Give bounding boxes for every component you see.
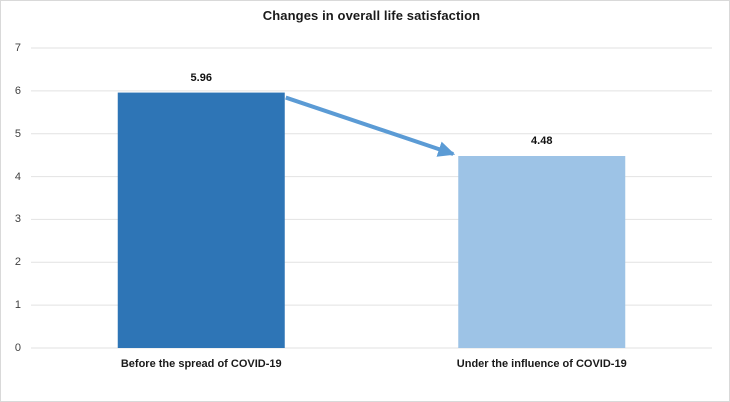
bar-value-label: 5.96 [190,71,212,84]
decline-arrow-line [285,95,456,157]
x-axis-category-label: Before the spread of COVID-19 [120,358,282,370]
x-axis-category-label: Under the influence of COVID-19 [456,358,627,370]
y-tick-label: 3 [14,213,21,226]
bars [117,92,626,348]
y-tick-label: 6 [14,84,21,97]
y-tick-label: 4 [14,170,21,183]
bar-0 [117,92,285,348]
chart-title: Changes in overall life satisfaction [262,8,481,23]
y-tick-label: 7 [14,42,21,54]
y-tick-label: 0 [14,342,21,354]
y-tick-label: 1 [14,299,21,312]
y-tick-label: 2 [14,256,21,269]
y-tick-label: 5 [14,127,21,140]
bar-1 [458,156,626,348]
decline-arrow [285,95,456,157]
bar-value-label: 4.48 [531,135,553,147]
